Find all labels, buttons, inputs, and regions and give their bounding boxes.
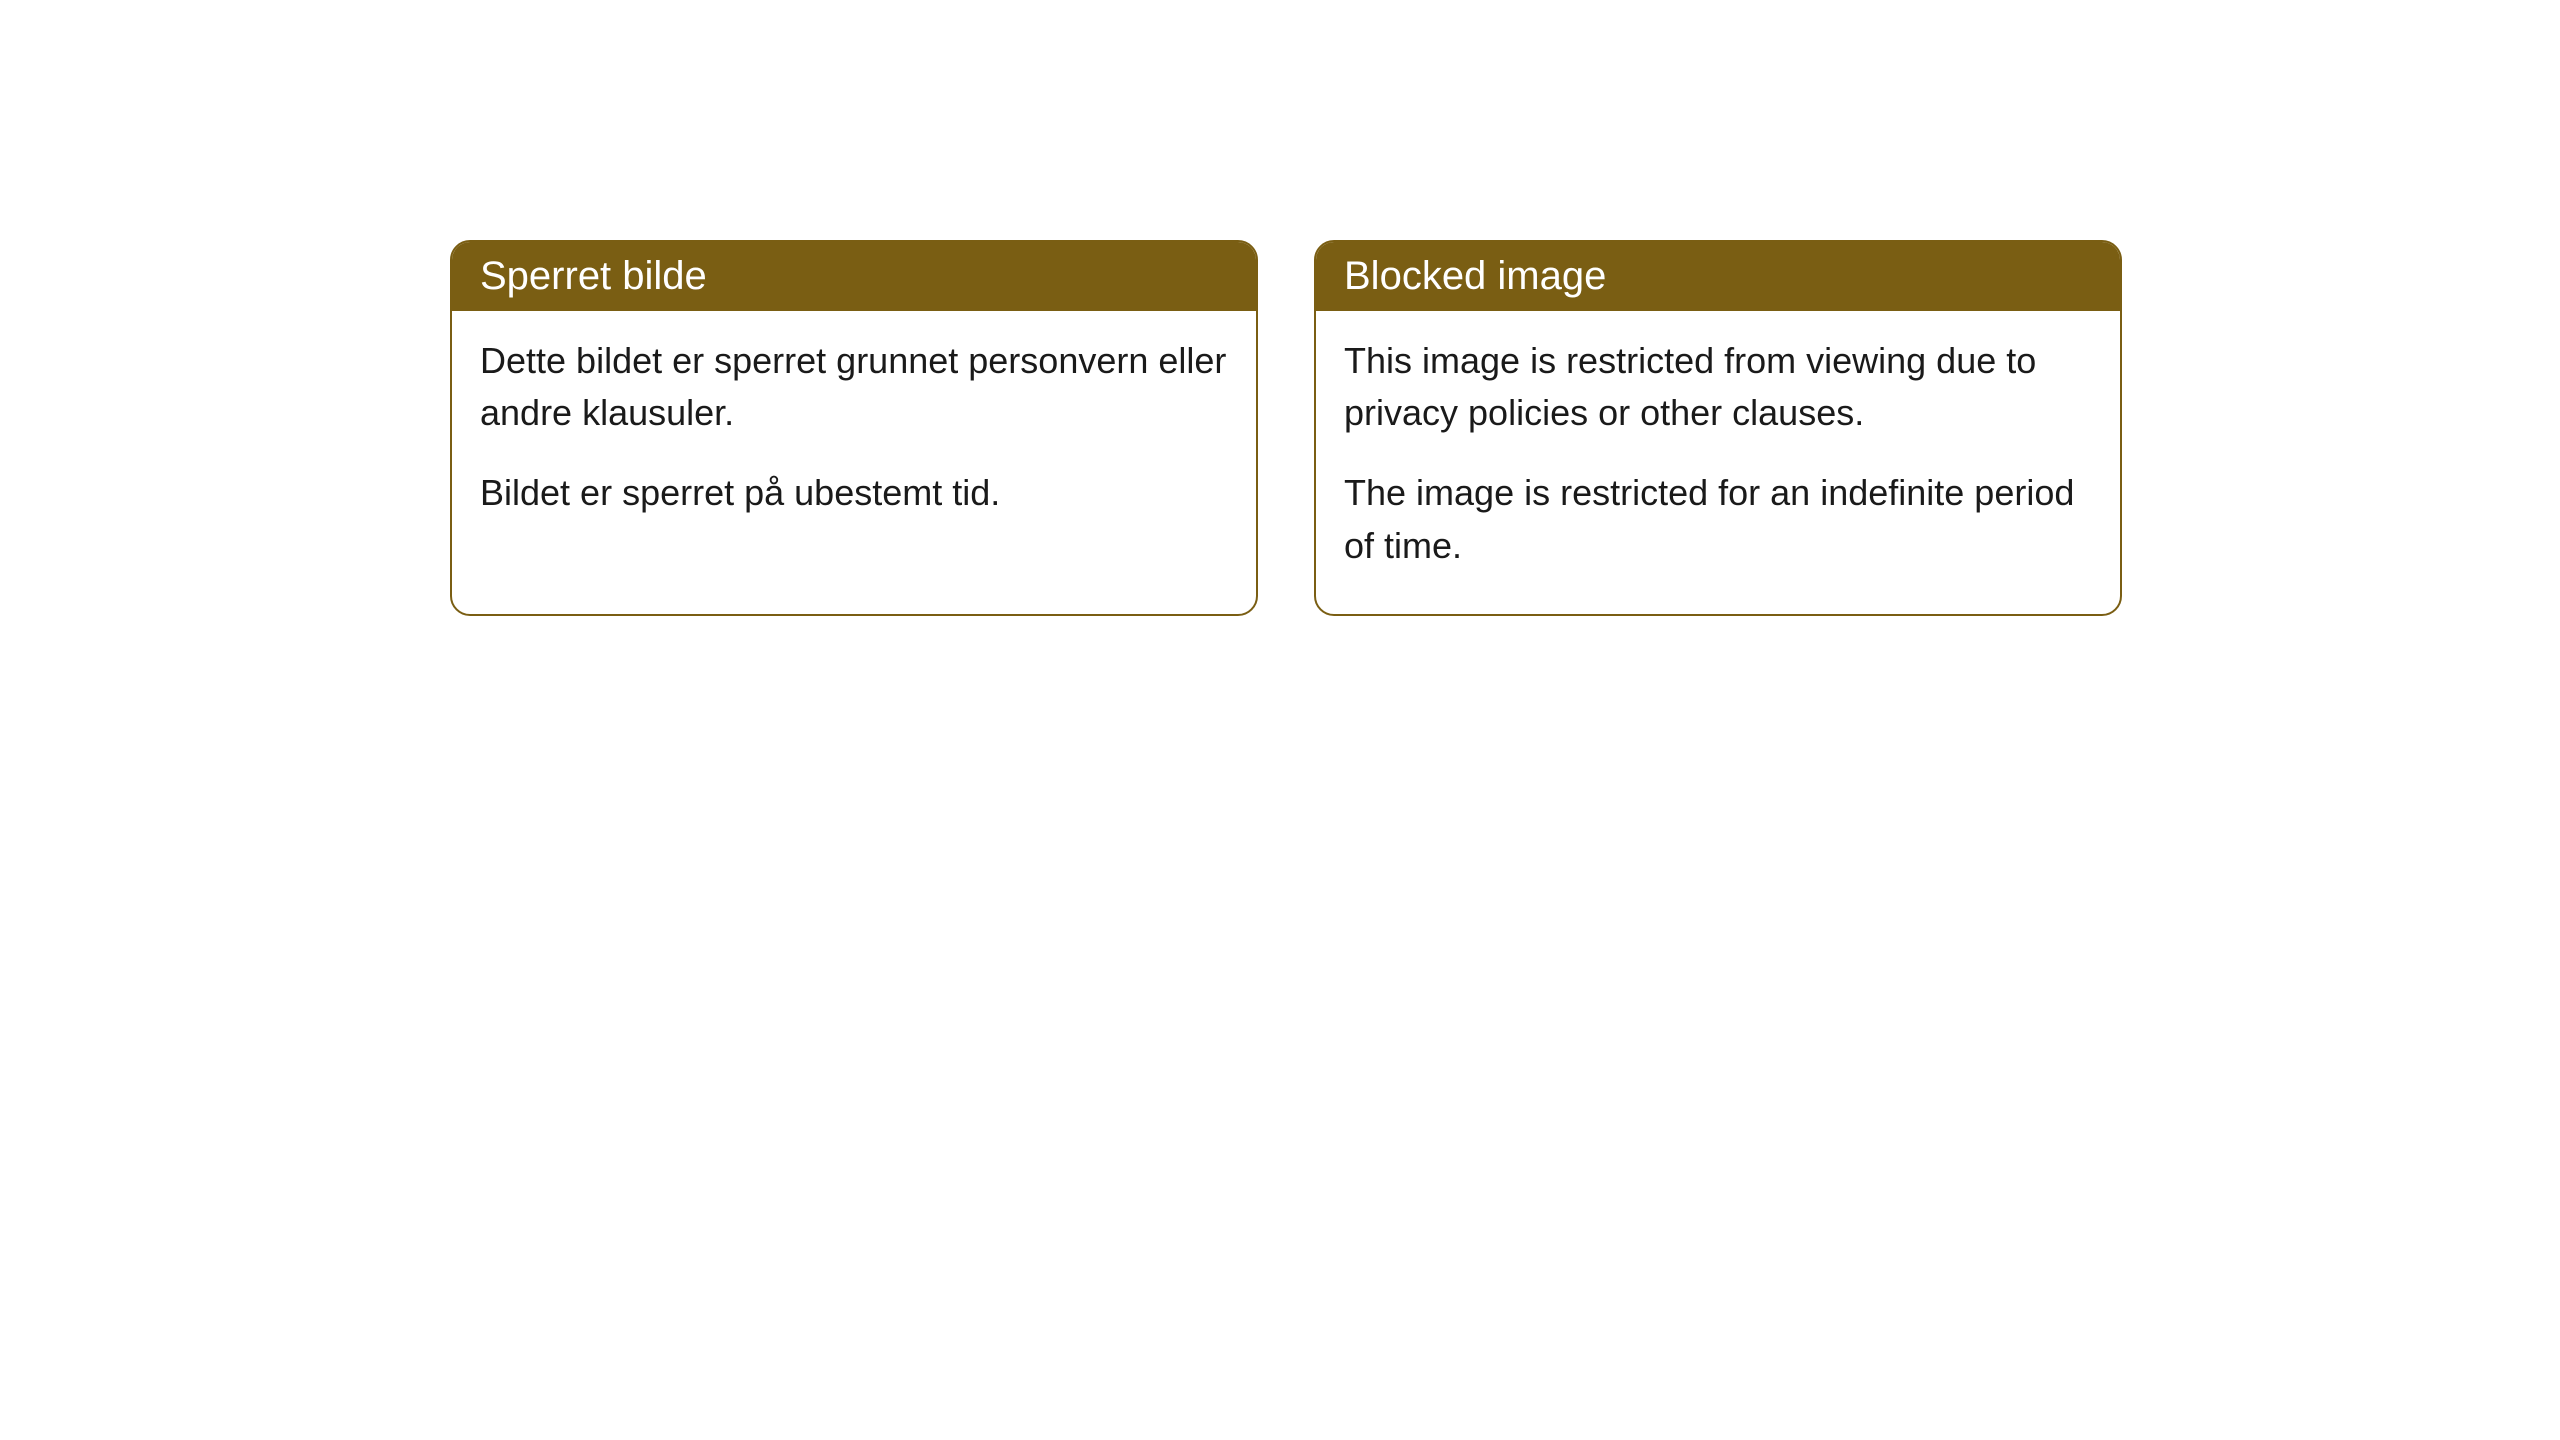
card-header-english: Blocked image (1316, 242, 2120, 311)
card-title-english: Blocked image (1344, 254, 1606, 298)
card-header-norwegian: Sperret bilde (452, 242, 1256, 311)
card-body-norwegian: Dette bildet er sperret grunnet personve… (452, 311, 1256, 562)
card-title-norwegian: Sperret bilde (480, 254, 707, 298)
card-text-norwegian-1: Dette bildet er sperret grunnet personve… (480, 335, 1228, 439)
cards-container: Sperret bilde Dette bildet er sperret gr… (450, 240, 2560, 616)
card-text-norwegian-2: Bildet er sperret på ubestemt tid. (480, 467, 1228, 519)
blocked-image-card-norwegian: Sperret bilde Dette bildet er sperret gr… (450, 240, 1258, 616)
card-body-english: This image is restricted from viewing du… (1316, 311, 2120, 614)
blocked-image-card-english: Blocked image This image is restricted f… (1314, 240, 2122, 616)
card-text-english-2: The image is restricted for an indefinit… (1344, 467, 2092, 571)
card-text-english-1: This image is restricted from viewing du… (1344, 335, 2092, 439)
